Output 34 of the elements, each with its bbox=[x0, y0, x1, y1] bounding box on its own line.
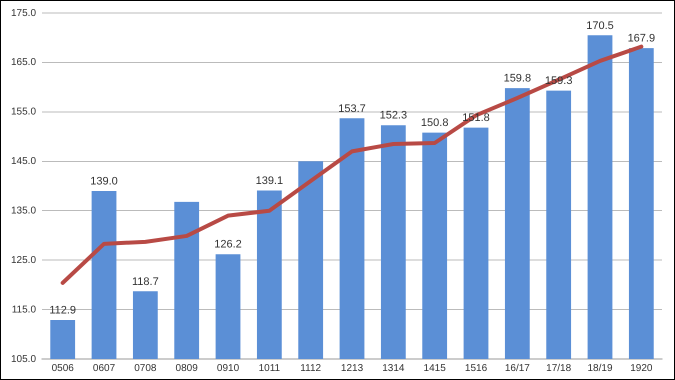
x-tick-label: 1920 bbox=[630, 362, 653, 374]
y-tick-label: 145.0 bbox=[10, 156, 36, 168]
x-tick-label: 1213 bbox=[340, 362, 364, 374]
x-tick-label: 1415 bbox=[424, 362, 446, 374]
x-tick-label: 0809 bbox=[176, 362, 198, 374]
x-tick-label: 0506 bbox=[52, 362, 74, 374]
x-tick-label: 1011 bbox=[258, 362, 281, 374]
data-label: 139.0 bbox=[90, 175, 118, 188]
x-tick-label: 0708 bbox=[134, 362, 157, 374]
y-tick-label: 155.0 bbox=[10, 106, 36, 118]
y-tick-label: 135.0 bbox=[10, 205, 36, 216]
x-tick-label: 0910 bbox=[216, 362, 240, 374]
data-label: 126.2 bbox=[214, 238, 242, 251]
y-tick-label: 125.0 bbox=[10, 254, 36, 266]
data-label: 112.9 bbox=[49, 304, 76, 316]
data-label: 153.7 bbox=[338, 102, 366, 115]
data-label: 118.7 bbox=[132, 276, 159, 288]
x-tick-label: 16/17 bbox=[504, 362, 530, 374]
y-tick-label: 165.0 bbox=[10, 57, 36, 68]
data-label: 159.8 bbox=[504, 72, 532, 85]
x-tick-label: 18/19 bbox=[587, 362, 613, 374]
y-tick-label: 105.0 bbox=[10, 354, 36, 365]
data-label: 150.8 bbox=[420, 117, 448, 130]
y-tick-label: 115.0 bbox=[12, 304, 36, 316]
data-label: 152.3 bbox=[380, 110, 408, 122]
x-tick-label: 1112 bbox=[300, 362, 322, 374]
x-tick-label: 1314 bbox=[382, 362, 405, 374]
data-label: 167.9 bbox=[628, 32, 656, 45]
data-label: 139.1 bbox=[256, 174, 284, 187]
data-label: 170.5 bbox=[586, 20, 614, 32]
x-tick-label: 17/18 bbox=[546, 362, 572, 374]
x-tick-label: 1516 bbox=[464, 362, 488, 374]
y-tick-label: 175.0 bbox=[10, 8, 36, 19]
x-tick-label: 0607 bbox=[92, 362, 116, 374]
